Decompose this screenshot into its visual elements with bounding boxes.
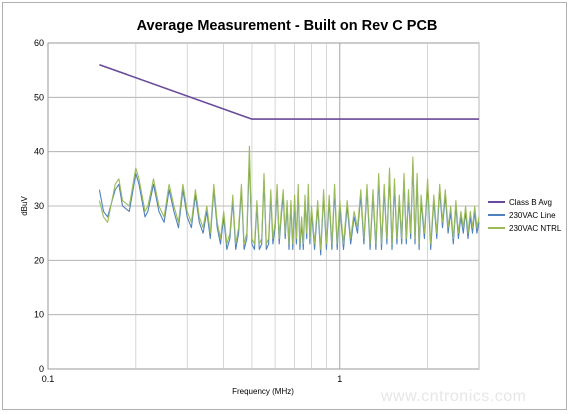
y-tick-label: 0 (39, 364, 44, 374)
tick-labels: 0 10 20 30 40 50 60 0.1 1 (34, 38, 342, 384)
legend-label: 230VAC NTRL (509, 224, 562, 233)
legend-label: 230VAC Line (509, 211, 556, 220)
x-tick-label: 0.1 (42, 374, 55, 384)
series-line-230vac-ntrl (98, 145, 480, 251)
series-line-class-b-avg (99, 63, 479, 120)
x-axis-label: Frequency (MHz) (232, 387, 294, 396)
legend: Class B Avg 230VAC Line 230VAC NTRL (488, 198, 562, 233)
legend-label: Class B Avg (509, 198, 552, 207)
y-axis-label: dBuV (20, 196, 29, 216)
x-tick-label: 1 (337, 374, 342, 384)
y-tick-label: 50 (34, 92, 44, 102)
y-tick-label: 20 (34, 255, 44, 265)
watermark: www.cntronics.com (381, 388, 527, 405)
y-tick-label: 40 (34, 147, 44, 157)
series-layer (98, 63, 480, 256)
chart-title: Average Measurement - Built on Rev C PCB (137, 18, 438, 34)
y-tick-label: 60 (34, 38, 44, 48)
y-tick-label: 10 (34, 310, 44, 320)
y-tick-label: 30 (34, 201, 44, 211)
